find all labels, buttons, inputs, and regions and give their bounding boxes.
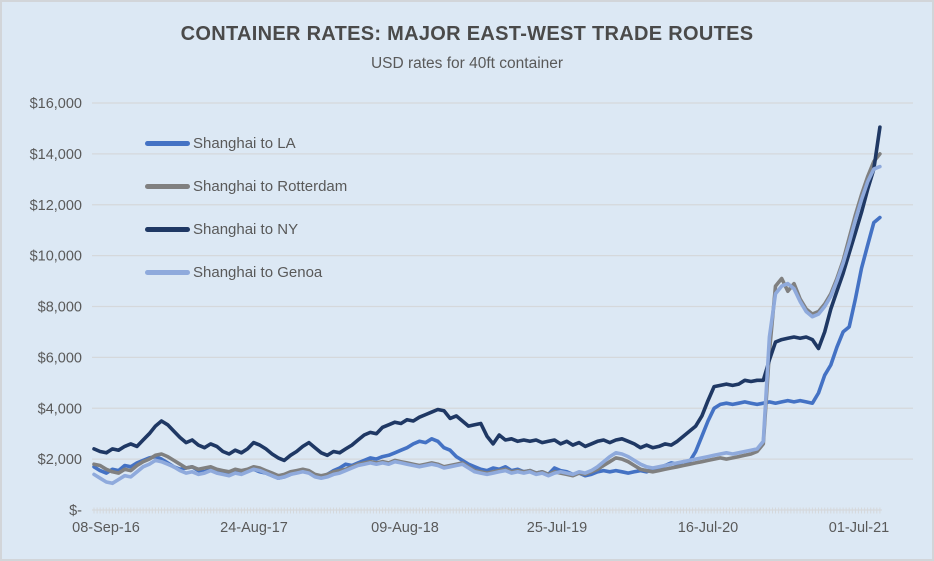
x-axis-label: 09-Aug-18 — [371, 520, 439, 536]
legend-label: Shanghai to Rotterdam — [193, 178, 348, 195]
legend-swatch — [145, 184, 190, 189]
x-axis-label: 16-Jul-20 — [678, 520, 738, 536]
legend-label: Shanghai to Genoa — [193, 264, 323, 281]
legend-swatch — [145, 141, 190, 146]
x-axis-label: 24-Aug-17 — [220, 520, 288, 536]
legend-item-shanghai-to-genoa: Shanghai to Genoa — [145, 251, 347, 294]
x-axis-label: 01-Jul-21 — [829, 520, 889, 536]
y-axis-label: $- — [69, 503, 82, 519]
legend-item-shanghai-to-ny: Shanghai to NY — [145, 208, 347, 251]
y-axis-label: $8,000 — [38, 300, 82, 316]
series-line-shanghai-to-ny — [92, 125, 882, 463]
chart-legend: Shanghai to LA Shanghai to Rotterdam Shang… — [145, 122, 347, 294]
x-axis-label: 25-Jul-19 — [527, 520, 587, 536]
legend-label: Shanghai to NY — [193, 221, 299, 238]
y-axis-label: $4,000 — [38, 401, 82, 417]
legend-swatch — [145, 227, 190, 232]
legend-item-shanghai-to-la: Shanghai to LA — [145, 122, 347, 165]
chart-title: CONTAINER RATES: MAJOR EAST-WEST TRADE R… — [180, 23, 754, 45]
y-axis-label: $16,000 — [30, 96, 82, 112]
axis-tick-comb — [93, 507, 881, 514]
x-axis-label: 08-Sep-16 — [72, 520, 140, 536]
chart-subtitle: USD rates for 40ft container — [370, 55, 564, 72]
series-line-shanghai-to-genoa — [92, 164, 882, 486]
y-axis-label: $6,000 — [38, 350, 82, 366]
y-axis-label: $14,000 — [30, 147, 82, 163]
legend-item-shanghai-to-rotterdam: Shanghai to Rotterdam — [145, 165, 347, 208]
y-axis-label: $12,000 — [30, 198, 82, 214]
legend-swatch — [145, 270, 190, 275]
y-axis-label: $10,000 — [30, 249, 82, 265]
legend-label: Shanghai to LA — [193, 135, 296, 152]
y-axis-label: $2,000 — [38, 452, 82, 468]
